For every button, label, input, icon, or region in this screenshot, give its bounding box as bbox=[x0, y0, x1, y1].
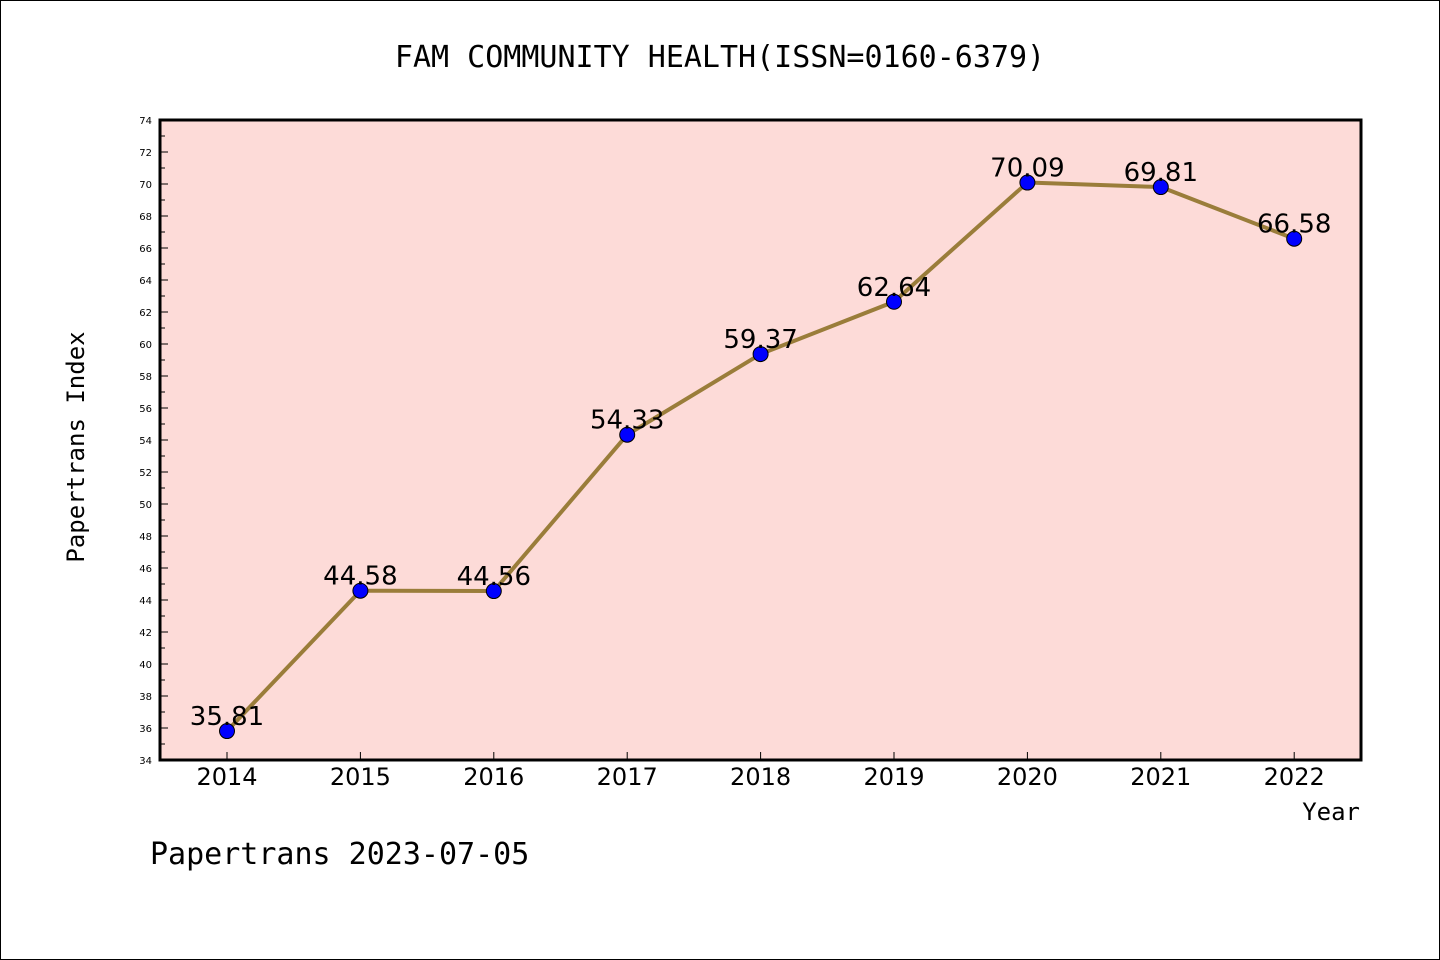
x-tick-label: 2021 bbox=[1130, 763, 1191, 791]
data-point bbox=[752, 346, 769, 363]
data-label: 69.81 bbox=[1124, 158, 1198, 188]
data-point bbox=[219, 723, 235, 740]
y-tick-label: 48 bbox=[139, 532, 152, 543]
footer-text: Papertrans 2023-07-05 bbox=[150, 837, 529, 872]
data-point bbox=[352, 582, 369, 599]
data-point bbox=[1152, 179, 1169, 196]
x-tick-label: 2014 bbox=[196, 763, 257, 791]
data-labels: 35.81 44.58 44.56 54.33 59.37 62.64 70.09 69.81… bbox=[190, 154, 1332, 732]
y-tick-label: 70 bbox=[139, 180, 152, 191]
y-tick-label: 64 bbox=[139, 276, 152, 287]
data-label: 66.58 bbox=[1257, 210, 1331, 240]
data-label: 70.09 bbox=[990, 154, 1064, 184]
y-tick-label: 60 bbox=[139, 340, 152, 351]
data-point bbox=[485, 583, 502, 600]
y-tick-label: 46 bbox=[139, 564, 152, 575]
chart-title: FAM COMMUNITY HEALTH(ISSN=0160-6379) bbox=[395, 40, 1045, 75]
y-tick-label: 34 bbox=[139, 756, 152, 767]
y-axis-label: Papertrans Index bbox=[62, 331, 90, 562]
data-markers bbox=[219, 174, 1303, 740]
y-tick-label: 74 bbox=[139, 116, 152, 127]
x-tick-label: 2018 bbox=[730, 763, 791, 791]
data-point bbox=[1019, 174, 1036, 191]
x-tick-label: 2015 bbox=[330, 763, 391, 791]
x-tick-label: 2019 bbox=[863, 763, 924, 791]
y-tick-label: 40 bbox=[139, 660, 152, 671]
data-point bbox=[886, 293, 902, 310]
x-tick-label: 2017 bbox=[597, 763, 658, 791]
y-tick-label: 62 bbox=[139, 308, 152, 319]
y-tick-label: 44 bbox=[139, 596, 152, 607]
y-tick-label: 66 bbox=[139, 244, 152, 255]
data-label: 62.64 bbox=[857, 273, 931, 303]
x-tick-label: 2020 bbox=[997, 763, 1058, 791]
data-label: 44.56 bbox=[457, 562, 531, 592]
y-tick-label: 50 bbox=[139, 500, 152, 511]
x-tick-label: 2016 bbox=[463, 763, 524, 791]
y-tick-label: 36 bbox=[139, 724, 152, 735]
y-tick-label: 56 bbox=[139, 404, 152, 415]
y-tick-label: 72 bbox=[139, 148, 152, 159]
data-label: 44.58 bbox=[323, 562, 397, 592]
data-point bbox=[619, 426, 636, 443]
y-tick-label: 68 bbox=[139, 212, 152, 223]
data-point bbox=[1286, 230, 1303, 247]
y-axis: 34 36 38 40 42 44 46 48 50 52 54 56 58 60 62 64 66 68 70 72… bbox=[139, 116, 168, 767]
plot-area bbox=[158, 118, 1363, 762]
x-axis: 2014 2015 2016 2017 2018 2019 2020 2021 2022 bbox=[196, 752, 1325, 791]
data-label: 35.81 bbox=[190, 702, 264, 732]
y-tick-label: 42 bbox=[139, 628, 152, 639]
y-tick-label: 54 bbox=[139, 436, 152, 447]
y-tick-label: 38 bbox=[139, 692, 152, 703]
x-tick-label: 2022 bbox=[1264, 763, 1325, 791]
data-label: 59.37 bbox=[723, 325, 797, 355]
y-tick-label: 52 bbox=[139, 468, 152, 479]
data-label: 54.33 bbox=[590, 406, 664, 436]
y-tick-label: 58 bbox=[139, 372, 152, 383]
x-axis-label: Year bbox=[1302, 798, 1360, 826]
